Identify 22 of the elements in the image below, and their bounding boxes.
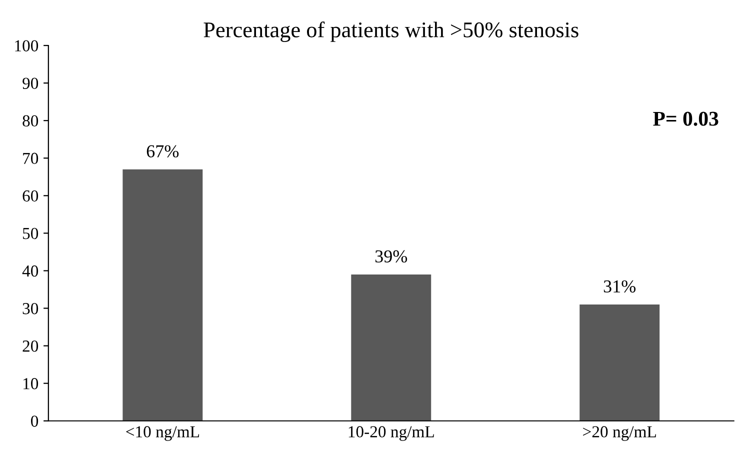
y-tick-label: 60 (22, 190, 38, 202)
data-label: 67% (146, 145, 179, 158)
data-label: 39% (375, 250, 408, 263)
chart-title: Percentage of patients with >50% stenosis (204, 22, 578, 42)
y-tick-label: 40 (22, 265, 38, 277)
y-tick-label: 80 (22, 115, 38, 127)
bar (580, 304, 660, 421)
data-label: 31% (604, 280, 636, 293)
x-tick-label: >20 ng/mL (583, 426, 656, 441)
x-tick-label: <10 ng/mL (126, 426, 199, 441)
y-tick-label: 90 (22, 78, 38, 89)
annotation: P= 0.03 (653, 112, 718, 126)
y-tick-label: 100 (15, 40, 38, 52)
y-tick-label: 0 (31, 416, 38, 427)
bar (122, 169, 203, 421)
y-tick-label: 50 (23, 228, 38, 240)
y-tick-label: 30 (22, 302, 38, 314)
y-tick-label: 20 (22, 340, 38, 352)
x-tick-label: 10-20 ng/mL (348, 426, 434, 441)
bar (351, 274, 432, 421)
y-tick-label: 70 (23, 152, 38, 164)
y-tick-label: 10 (24, 378, 38, 390)
